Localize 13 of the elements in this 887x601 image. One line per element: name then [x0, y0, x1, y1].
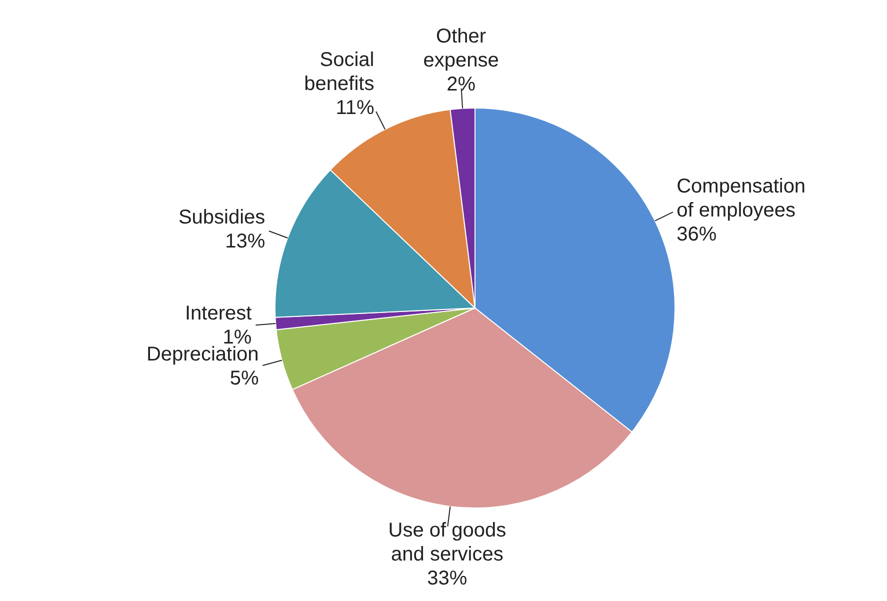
slice-label: Interest: [184, 302, 252, 324]
slice-label: Compensation of employees: [676, 175, 806, 222]
slice-label: Depreciation: [146, 344, 259, 366]
data-label: 11%: [336, 96, 374, 119]
slice-label: Other expense: [423, 25, 499, 72]
data-label: 33%: [427, 567, 468, 590]
slice-label: Subsidies: [178, 206, 266, 229]
data-label: 36%: [676, 223, 717, 246]
data-label: 13%: [225, 230, 266, 253]
slice-label: Use of goods and services: [388, 519, 506, 566]
data-label: 5%: [230, 368, 259, 390]
data-label: 2%: [446, 73, 476, 96]
slice-label: Social benefits: [304, 48, 374, 95]
